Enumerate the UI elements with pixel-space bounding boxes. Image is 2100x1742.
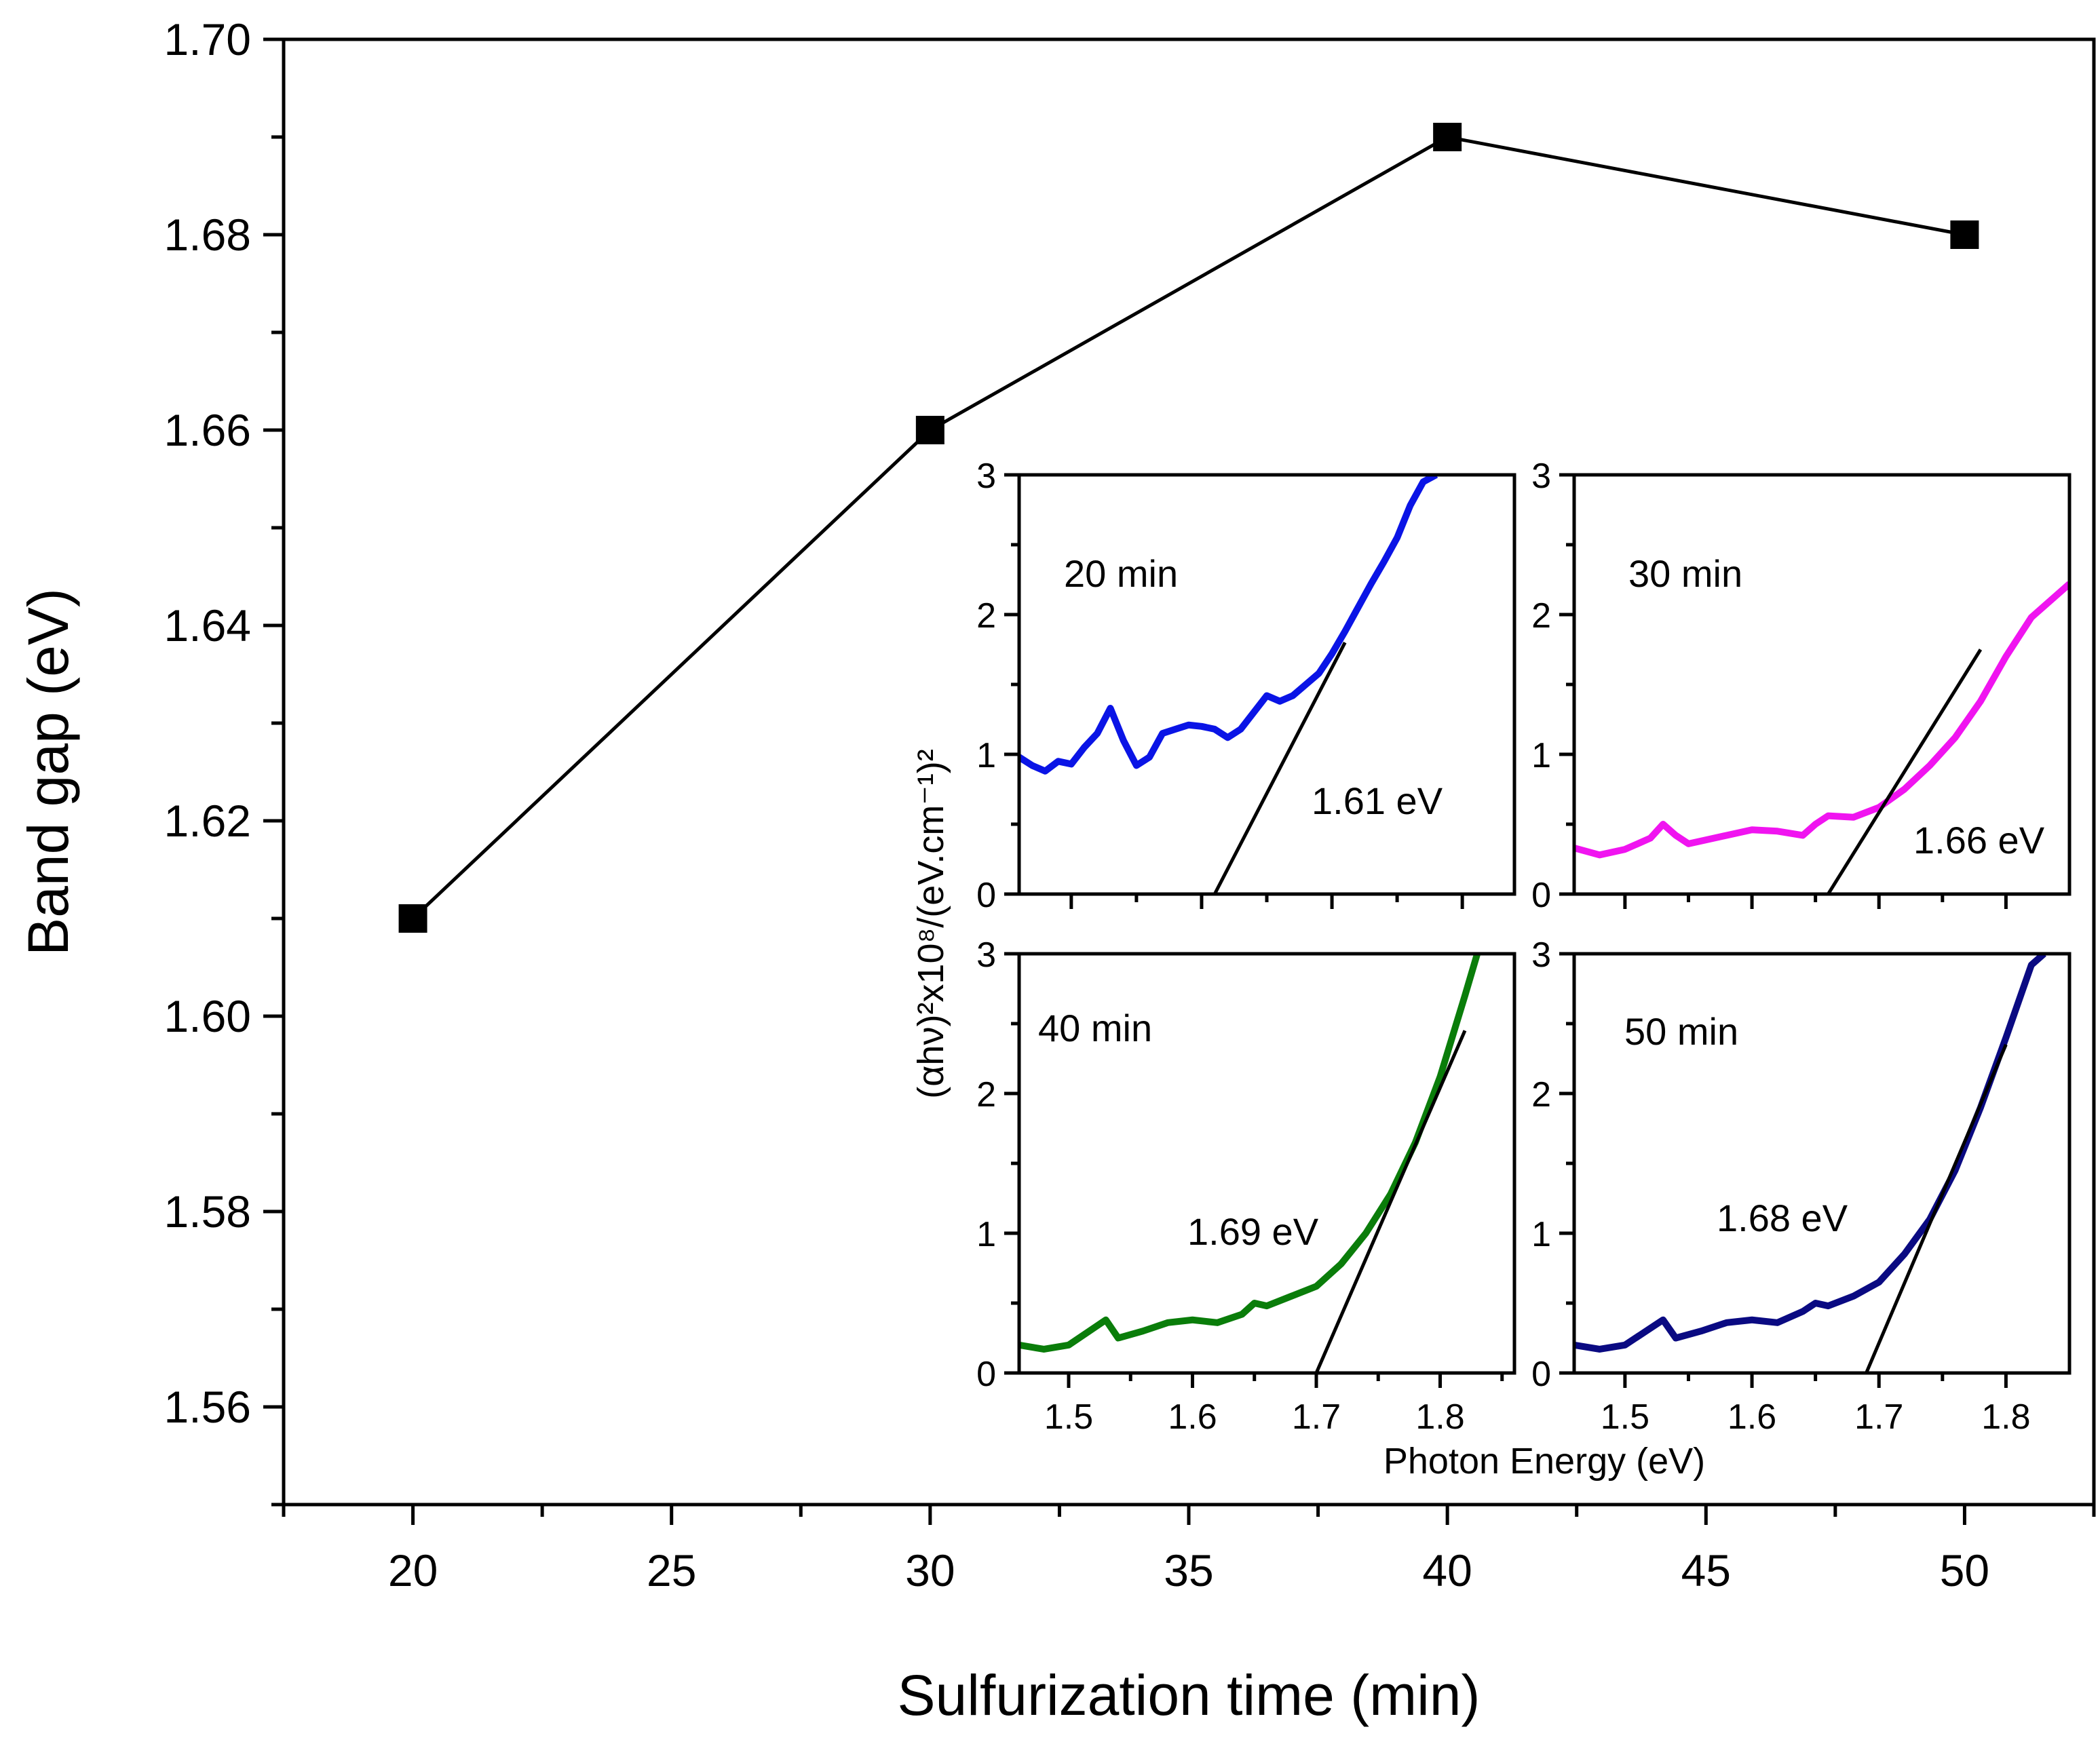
inset-y-tick-label: 1	[976, 1215, 996, 1254]
inset-y-tick-label: 2	[1531, 596, 1551, 636]
data-point-square	[1950, 220, 1979, 249]
linear-fit-line	[1827, 649, 1983, 894]
inset-time-label: 50 min	[1624, 1010, 1738, 1053]
inset-y-tick-label: 0	[1531, 876, 1551, 915]
inset-time-label: 40 min	[1038, 1007, 1152, 1049]
x-tick-label: 20	[388, 1545, 438, 1595]
inset-y-tick-label: 3	[1531, 457, 1551, 496]
inset-x-tick-label: 1.7	[1854, 1397, 1903, 1437]
inset-y-tick-label: 2	[1531, 1075, 1551, 1115]
y-tick-label: 1.60	[164, 991, 251, 1041]
inset-y-tick-label: 1	[1531, 1215, 1551, 1254]
band-gap-annotation: 1.68 eV	[1717, 1197, 1848, 1239]
inset-y-tick-label: 2	[976, 1075, 996, 1115]
main-plot-frame	[282, 37, 2096, 1507]
inset-time-label: 30 min	[1628, 552, 1742, 595]
y-tick-label: 1.62	[164, 796, 251, 846]
inset-y-axis-title: (αhν)²x10⁸/(eV.cm⁻¹)²	[911, 749, 951, 1099]
inset-time-label: 20 min	[1064, 552, 1178, 595]
inset-panels: 0 1 2 3 20 min 1.61 eV 0 1 2 3 30 min 1.66 eV 0 1 2 3 1.…	[911, 457, 2072, 1482]
inset-x-tick-label: 1.7	[1292, 1397, 1341, 1437]
inset-x-tick-label: 1.8	[1981, 1397, 2030, 1437]
y-tick-label: 1.66	[164, 405, 251, 455]
inset-y-tick-label: 3	[1531, 935, 1551, 975]
x-tick-label: 45	[1681, 1545, 1731, 1595]
x-tick-label: 30	[905, 1545, 955, 1595]
data-point-square	[915, 416, 944, 444]
series-line	[411, 135, 1965, 920]
inset-frame	[1017, 473, 1516, 896]
x-tick-label: 35	[1164, 1545, 1213, 1595]
inset-panel: 0 1 2 3 30 min 1.66 eV	[1531, 457, 2072, 915]
data-point-square	[1433, 123, 1462, 151]
x-tick-label: 25	[647, 1545, 696, 1595]
band-gap-annotation: 1.69 eV	[1187, 1210, 1319, 1253]
x-tick-label: 50	[1940, 1545, 1989, 1595]
inset-x-axis-title: Photon Energy (eV)	[1383, 1441, 1705, 1482]
y-tick-label: 1.58	[164, 1186, 251, 1237]
inset-x-tick-label: 1.6	[1727, 1397, 1776, 1437]
data-point-square	[398, 904, 427, 933]
absorption-curve	[1574, 581, 2069, 859]
inset-x-tick-label: 1.8	[1415, 1397, 1464, 1437]
band-gap-annotation: 1.61 eV	[1312, 779, 1443, 822]
y-tick-label: 1.56	[164, 1382, 251, 1432]
inset-panel: 0 1 2 3 1.5 1.6 1.7 1.8 40 min 1.69 eV	[976, 935, 1516, 1437]
inset-y-tick-label: 0	[976, 1355, 996, 1394]
absorption-curve	[1574, 954, 2046, 1353]
linear-fit-line	[1314, 1030, 1467, 1373]
y-tick-label: 1.70	[164, 14, 251, 64]
inset-y-tick-label: 2	[976, 596, 996, 636]
absorption-curve	[1019, 475, 1438, 775]
inset-x-tick-label: 1.5	[1044, 1397, 1093, 1437]
x-tick-label: 40	[1422, 1545, 1472, 1595]
inset-panel: 0 1 2 3 1.5 1.6 1.7 1.8 50 min 1.68 eV	[1531, 935, 2072, 1437]
y-axis-title: Band gap (eV)	[16, 588, 80, 956]
absorption-curve	[1019, 954, 1481, 1353]
y-tick-label: 1.64	[164, 600, 251, 651]
x-axis-title: Sulfurization time (min)	[898, 1663, 1481, 1727]
y-tick-label: 1.68	[164, 210, 251, 260]
inset-y-tick-label: 1	[976, 736, 996, 775]
inset-y-tick-label: 3	[976, 935, 996, 975]
inset-x-tick-label: 1.5	[1601, 1397, 1649, 1437]
linear-fit-line	[1865, 1043, 2008, 1373]
band-gap-annotation: 1.66 eV	[1913, 819, 2045, 862]
inset-panel: 0 1 2 3 20 min 1.61 eV	[976, 457, 1516, 915]
linear-fit-line	[1213, 642, 1347, 894]
inset-y-tick-label: 0	[1531, 1355, 1551, 1394]
inset-y-tick-label: 3	[976, 457, 996, 496]
inset-y-tick-label: 1	[1531, 736, 1551, 775]
inset-x-tick-label: 1.6	[1168, 1397, 1217, 1437]
inset-y-tick-label: 0	[976, 876, 996, 915]
